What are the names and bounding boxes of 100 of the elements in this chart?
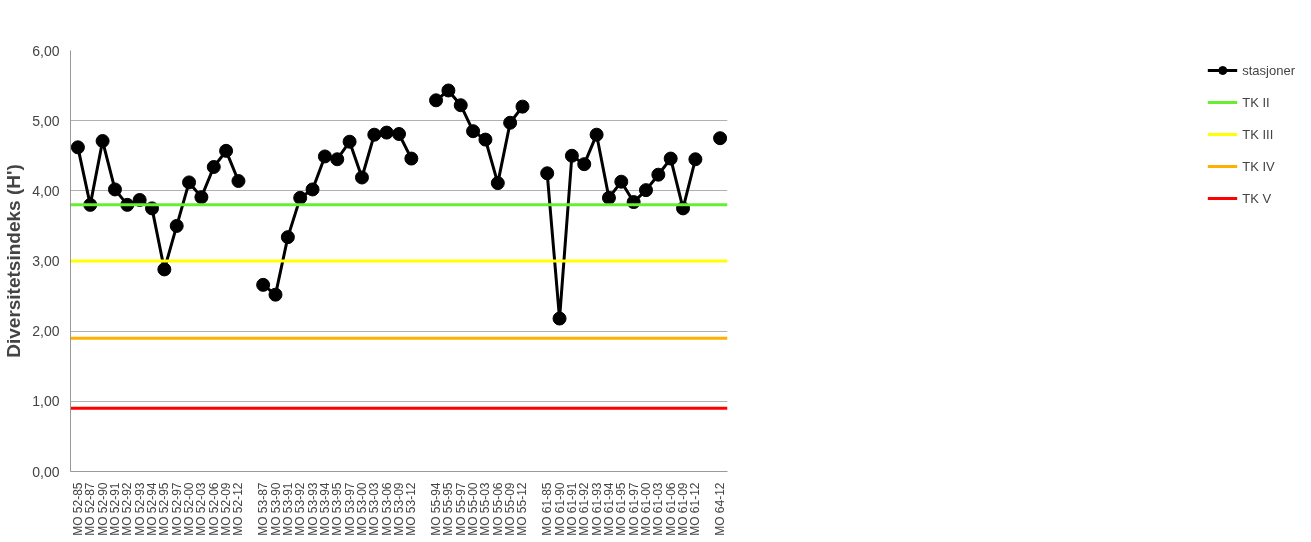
point: [305, 182, 320, 197]
x-tick-label: MO 52-87: [83, 482, 98, 536]
x-tick-label: MO 64-12: [713, 482, 728, 536]
x-tick-label: MO 55-03: [478, 482, 493, 536]
point: [256, 277, 271, 292]
y-tick-label: 6,00: [32, 42, 60, 59]
point: [317, 149, 332, 164]
x-tick-label: MO 52-12: [231, 482, 246, 536]
point: [95, 134, 110, 148]
point: [441, 83, 456, 98]
x-tick-label: MO 55-00: [466, 482, 481, 536]
x-tick-label: MO 61-94: [601, 482, 616, 536]
point: [107, 182, 122, 197]
x-tick-label: MO 52-92: [120, 482, 135, 536]
point: [503, 115, 518, 130]
y-tick-label: 0,00: [32, 463, 60, 480]
point: [638, 183, 653, 198]
y-axis-title: Diversitetsindeks (H'): [3, 164, 25, 358]
x-tick-label: MO 52-06: [206, 482, 221, 536]
x-tick-label: MO 53-93: [305, 482, 320, 536]
x-tick-label: MO 61-09: [676, 482, 691, 536]
point: [453, 98, 468, 113]
y-tick-label: 4,00: [32, 182, 60, 199]
point: [404, 151, 419, 166]
x-tick-label: MO 55-97: [453, 482, 468, 536]
x-tick-label: MO 55-12: [515, 482, 530, 536]
point: [231, 174, 246, 188]
point: [515, 99, 530, 114]
x-tick-label: MO 55-95: [441, 482, 456, 536]
x-tick-label: MO 52-00: [182, 482, 197, 536]
point: [429, 93, 444, 108]
x-tick-label: MO 52-03: [194, 482, 209, 536]
x-tick-label: MO 55-09: [503, 482, 518, 536]
y-tick-label: 1,00: [32, 393, 60, 410]
x-tick-label: MO 52-85: [70, 482, 85, 536]
x-tick-label: MO 61-97: [626, 482, 641, 536]
point: [564, 148, 579, 163]
point: [342, 134, 357, 149]
point: [392, 127, 406, 141]
point: [589, 127, 604, 142]
x-tick-label: MO 53-09: [392, 482, 406, 536]
point: [713, 131, 728, 146]
x-tick-label: MO 53-97: [342, 482, 357, 536]
x-tick-label: MO 52-97: [169, 482, 184, 536]
point: [70, 140, 85, 155]
x-tick-label: MO 55-94: [429, 482, 444, 536]
point: [614, 174, 629, 189]
x-tick-label: MO 61-12: [688, 482, 703, 536]
point: [169, 218, 184, 233]
x-tick-label: MO 61-95: [614, 482, 629, 536]
point: [601, 190, 616, 205]
x-tick-label: MO 61-90: [552, 482, 567, 536]
point: [490, 176, 505, 191]
x-tick-label: MO 52-09: [219, 482, 234, 536]
x-tick-label: MO 61-03: [651, 482, 666, 536]
point: [280, 230, 295, 245]
x-tick-label: MO 53-12: [404, 482, 419, 536]
point: [293, 190, 308, 205]
point: [540, 166, 555, 181]
x-tick-label: MO 61-06: [663, 482, 678, 536]
x-tick-label: MO 61-93: [589, 482, 604, 536]
legend-label: TK III: [1242, 126, 1274, 142]
x-tick-label: MO 53-06: [379, 482, 394, 536]
x-tick-label: MO 53-94: [317, 482, 332, 536]
point: [206, 159, 221, 174]
x-tick-label: MO 53-90: [268, 482, 283, 536]
x-tick-label: MO 61-92: [577, 482, 592, 536]
point: [219, 143, 234, 158]
point: [379, 125, 394, 140]
y-tick-label: 2,00: [32, 323, 60, 340]
point: [194, 190, 209, 205]
point: [552, 311, 567, 326]
legend-label: TK V: [1242, 190, 1272, 206]
x-tick-label: MO 52-91: [107, 482, 122, 536]
point: [651, 167, 666, 182]
legend-label: stasjoner: [1242, 62, 1295, 78]
x-tick-label: MO 53-91: [280, 482, 295, 536]
legend-label: TK II: [1242, 94, 1270, 110]
point: [182, 175, 197, 190]
point: [330, 152, 345, 167]
x-tick-label: MO 53-87: [256, 482, 271, 536]
point: [466, 124, 481, 139]
x-tick-label: MO 52-94: [145, 482, 160, 536]
x-tick-label: MO 53-03: [367, 482, 382, 536]
point: [268, 287, 283, 302]
point: [157, 262, 172, 277]
point: [663, 151, 678, 166]
y-tick-label: 3,00: [32, 253, 60, 269]
x-tick-label: MO 52-93: [132, 482, 147, 536]
x-tick-label: MO 53-95: [330, 482, 345, 536]
point: [367, 127, 382, 142]
x-tick-label: MO 52-90: [95, 482, 110, 536]
x-tick-label: MO 55-06: [490, 482, 505, 536]
point: [688, 152, 703, 167]
x-tick-label: MO 53-00: [354, 482, 369, 536]
x-tick-label: MO 61-91: [564, 482, 579, 536]
point: [577, 157, 592, 172]
y-tick-label: 5,00: [32, 112, 60, 129]
x-tick-label: MO 61-00: [638, 482, 653, 536]
x-tick-label: MO 61-85: [540, 482, 555, 536]
